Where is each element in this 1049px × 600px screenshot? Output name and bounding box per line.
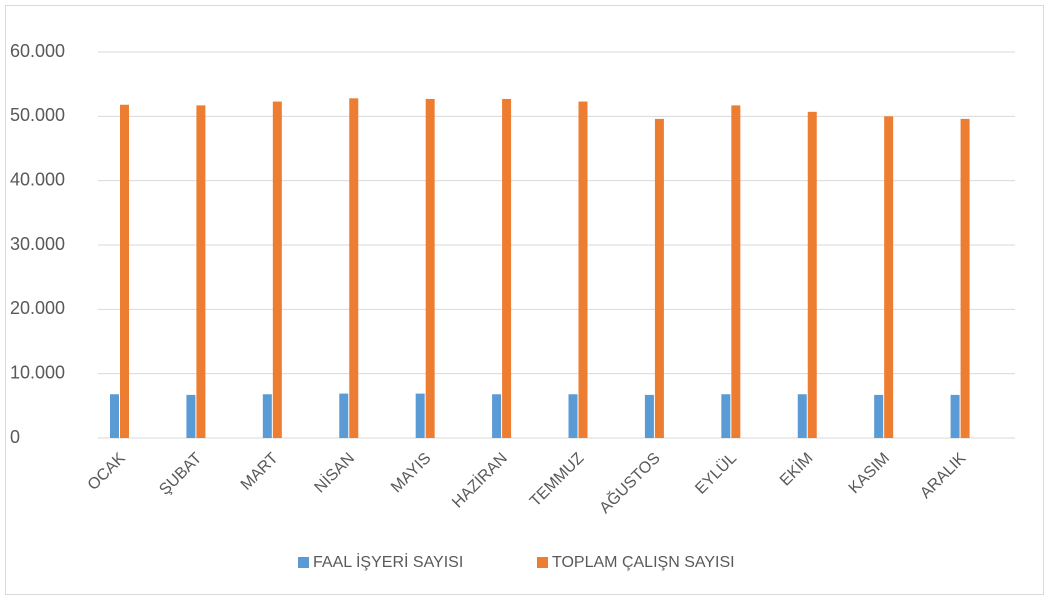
bar	[568, 394, 578, 438]
chart-border	[5, 5, 1044, 595]
bar	[196, 105, 206, 438]
bar	[884, 116, 894, 438]
bar	[186, 394, 196, 438]
bar	[262, 394, 272, 438]
bar	[960, 118, 970, 438]
legend-swatch	[298, 557, 309, 568]
y-tick-label: 20.000	[10, 298, 65, 318]
bar	[807, 111, 817, 438]
legend-label: TOPLAM ÇALIŞN SAYISI	[552, 554, 735, 571]
bar	[644, 394, 654, 438]
y-tick-label: 0	[10, 427, 20, 447]
bar	[120, 104, 129, 439]
bar	[415, 393, 425, 438]
bar	[578, 101, 588, 438]
y-tick-label: 50.000	[10, 105, 65, 125]
bar	[654, 118, 664, 438]
legend-label: FAAL İŞYERİ SAYISI	[313, 552, 463, 571]
bar	[339, 393, 349, 438]
y-tick-label: 30.000	[10, 234, 65, 254]
bar	[349, 98, 359, 438]
y-tick-label: 60.000	[10, 41, 65, 61]
bar	[731, 105, 741, 438]
y-tick-label: 40.000	[10, 169, 65, 189]
legend-swatch	[537, 557, 548, 568]
bar	[110, 394, 119, 438]
bar	[492, 394, 502, 438]
bar	[797, 394, 807, 438]
bar	[272, 101, 282, 438]
bar	[502, 98, 512, 439]
bar	[874, 394, 884, 438]
y-tick-label: 10.000	[10, 362, 65, 382]
bar	[721, 394, 731, 438]
bar	[950, 394, 960, 438]
bar	[425, 98, 435, 439]
